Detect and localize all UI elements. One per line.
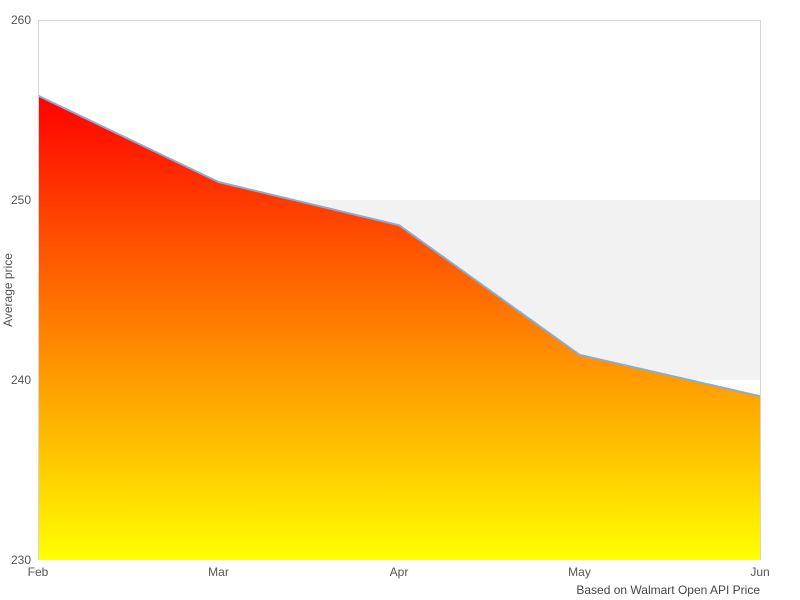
plot-border [38, 20, 761, 560]
y-tick-label: 230 [11, 553, 31, 567]
y-axis-title: Average price [1, 253, 15, 327]
x-tick-label: Feb [28, 565, 49, 579]
x-tick-label: Jun [750, 565, 769, 579]
x-tick-label: Apr [390, 565, 409, 579]
x-tick-label: May [568, 565, 591, 579]
area-series-fill [38, 95, 760, 560]
series-line [37, 94, 761, 398]
chart-caption: Based on Walmart Open API Price [576, 583, 760, 597]
x-tick-label: Mar [208, 565, 229, 579]
y-tick-label: 240 [11, 373, 31, 387]
y-tick-label: 260 [11, 13, 31, 27]
y-tick-label: 250 [11, 193, 31, 207]
x-axis-labels: Feb Mar Apr May Jun [28, 565, 770, 579]
y-axis-labels: 230 240 250 260 [11, 13, 31, 567]
